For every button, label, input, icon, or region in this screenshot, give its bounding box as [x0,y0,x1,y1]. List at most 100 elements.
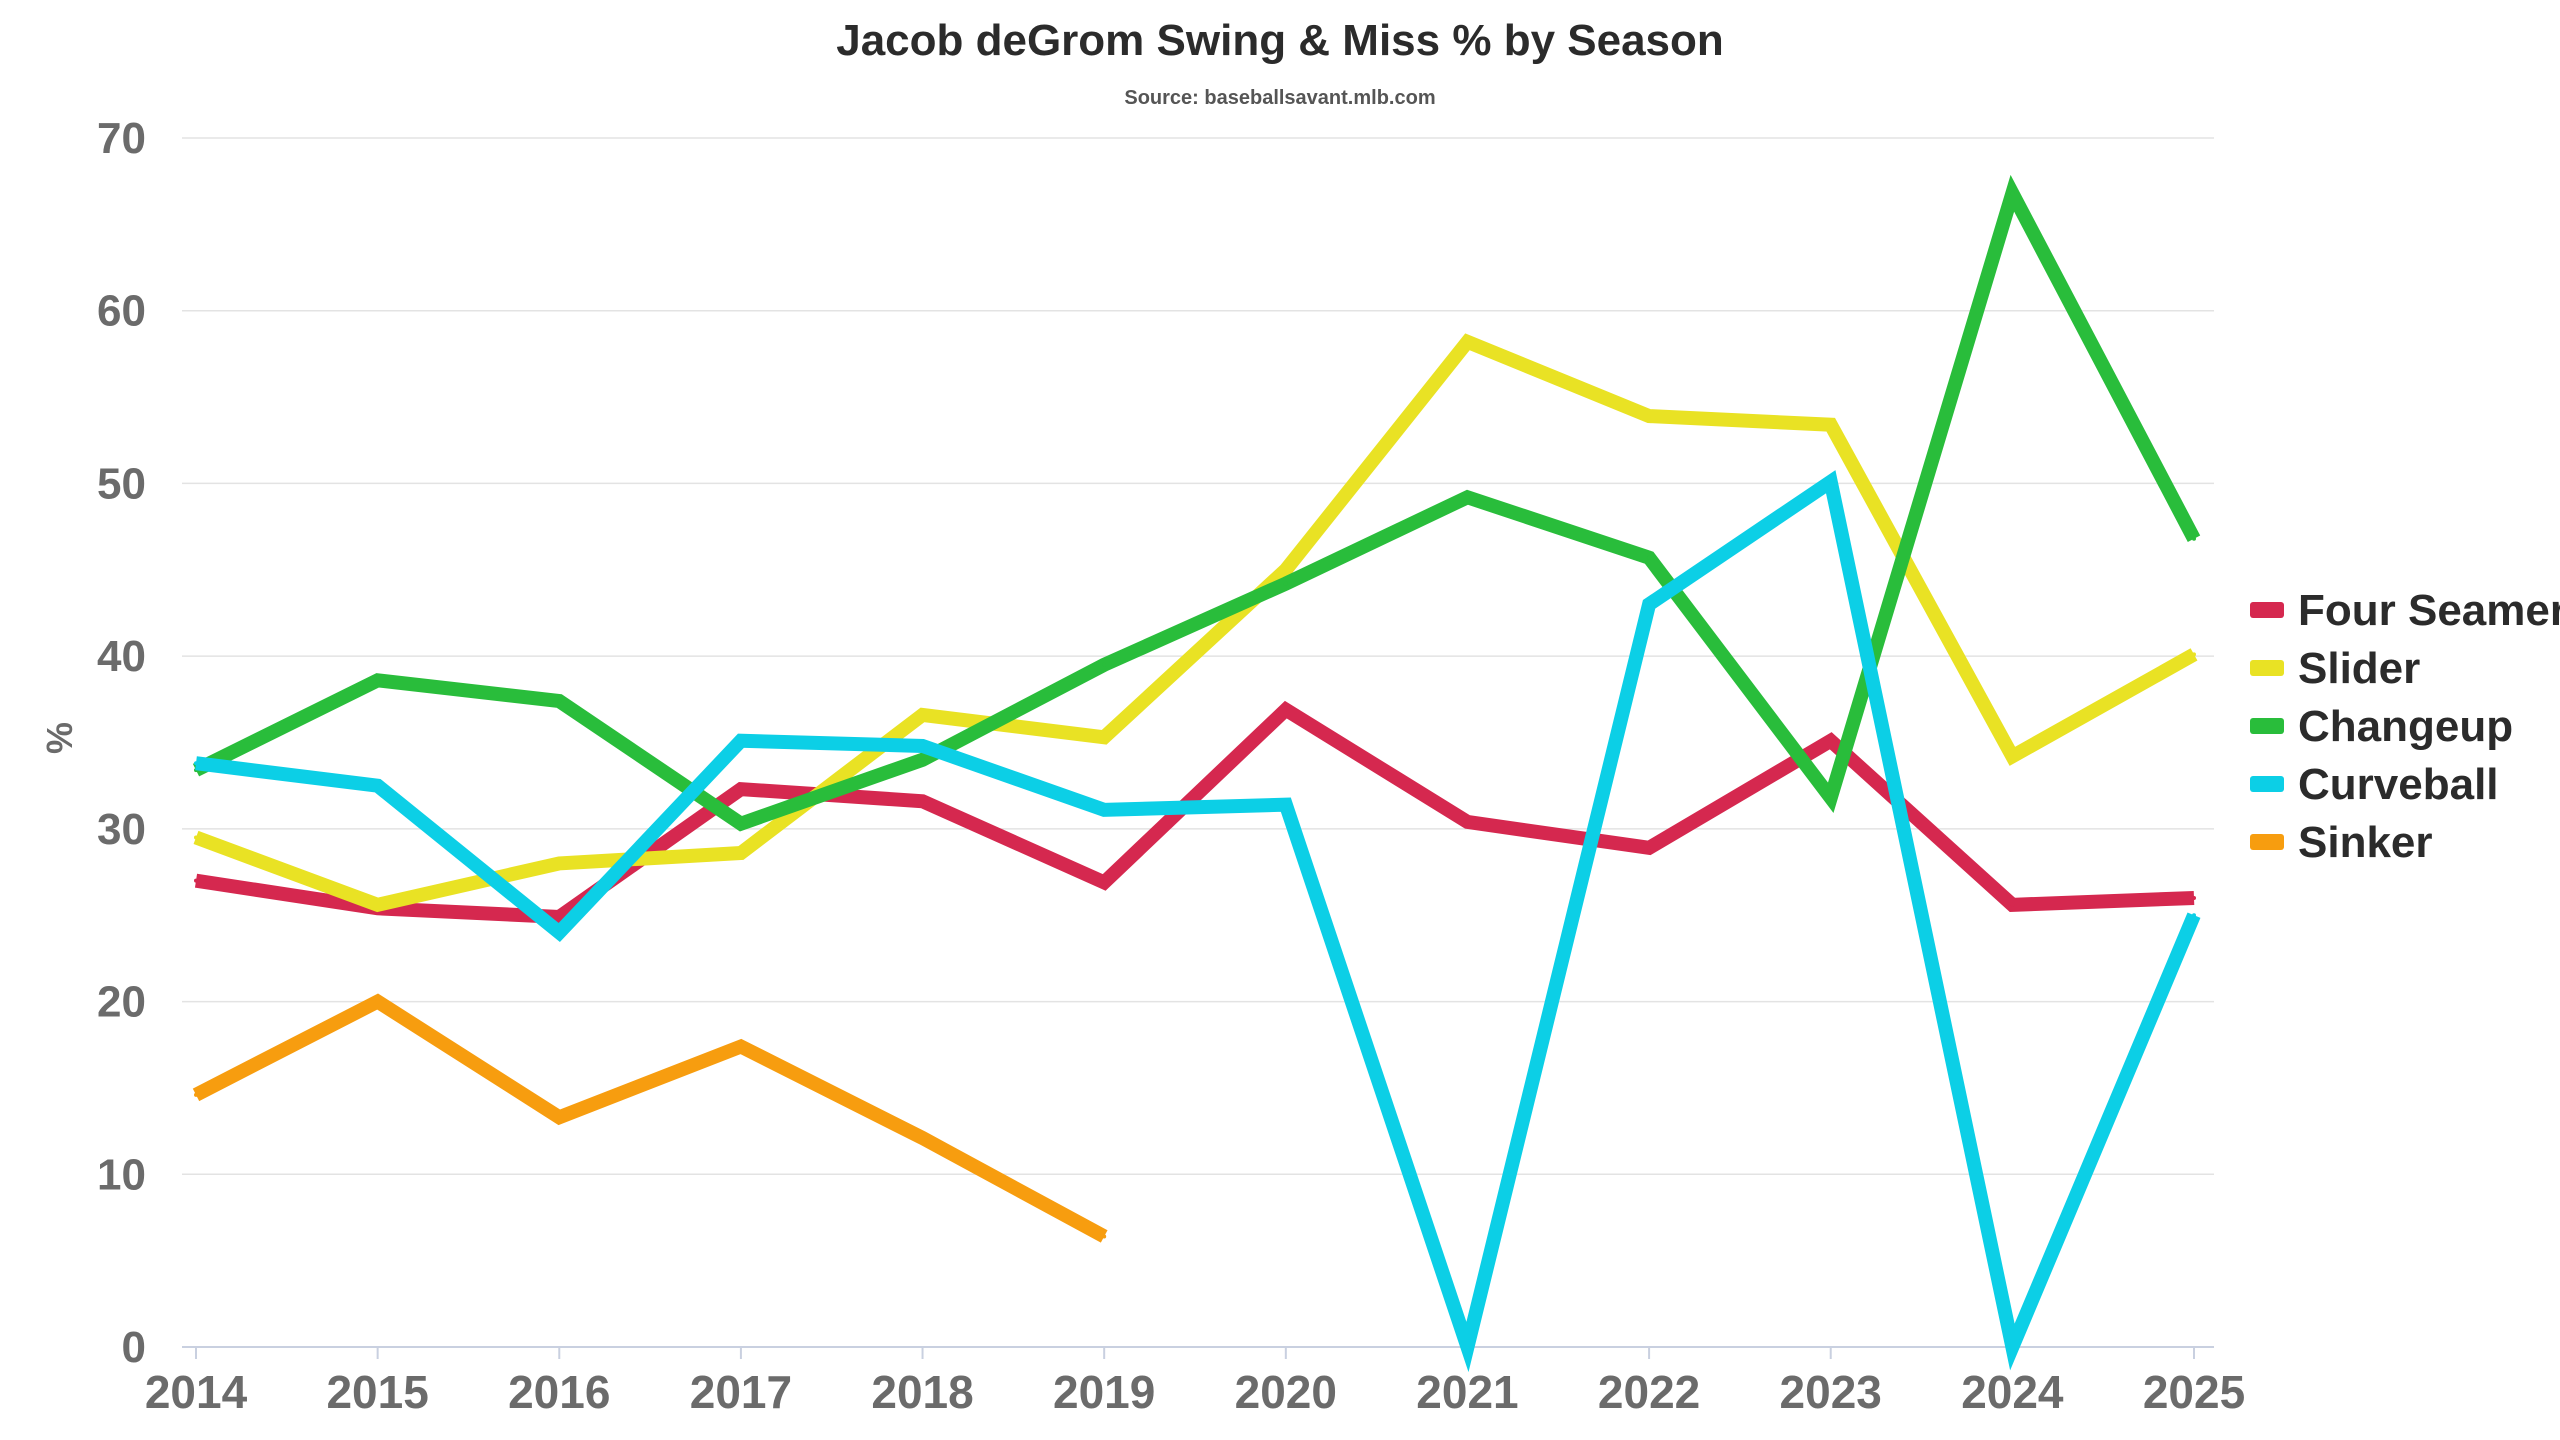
chart-title: Jacob deGrom Swing & Miss % by Season [836,16,1724,65]
series-line [195,470,2201,1373]
data-point [375,902,380,907]
data-point [1102,807,1107,812]
data-point [738,1044,743,1049]
x-tick-label: 2025 [2143,1366,2245,1418]
data-point [1465,819,1470,824]
y-tick-label: 40 [97,632,146,681]
data-point [1102,662,1107,667]
data-point [738,821,743,826]
legend-swatch [2250,602,2284,618]
x-tick-label: 2014 [145,1366,248,1418]
x-tick-label: 2016 [508,1366,610,1418]
data-point [1283,567,1288,572]
data-point [375,783,380,788]
series-sinker [192,993,1108,1243]
data-point [1283,707,1288,712]
data-point [2192,895,2196,900]
x-tick-label: 2022 [1598,1366,1700,1418]
legend-label: Curveball [2298,760,2499,809]
axes: 0 10 20 30 40 50 60 70 2014 2015 2016 2017 2018 2019 2… [97,114,2245,1418]
data-point [194,761,198,766]
legend-label: Four Seamer [2298,586,2560,635]
legend-item: Slider [2250,644,2420,693]
x-tick-label: 2018 [871,1366,973,1418]
data-point [1647,555,1652,560]
data-point [1102,1234,1107,1239]
data-point [1828,479,1833,484]
data-point [194,835,198,840]
data-point [375,678,380,683]
y-tick-label: 20 [97,978,146,1027]
data-point [557,914,562,919]
data-point [2192,536,2196,541]
legend-item: Sinker [2250,818,2433,867]
data-point [2010,754,2015,759]
legend-swatch [2250,660,2284,676]
data-point [194,878,198,883]
series-curveball [194,470,2201,1373]
legend: Four Seamer Slider Changeup Curveball Sinker [2250,586,2560,867]
data-point [557,1115,562,1120]
x-tick-label: 2019 [1053,1366,1155,1418]
data-point [920,712,925,717]
series-slider [193,333,2198,913]
legend-item: Four Seamer [2250,586,2560,635]
x-tick-label: 2024 [1961,1366,2064,1418]
data-point [1283,581,1288,586]
series-changeup [192,174,2201,832]
legend-item: Changeup [2250,702,2513,751]
series-line [192,174,2201,832]
gridlines [182,137,2214,1176]
data-point [738,787,743,792]
data-point [557,930,562,935]
data-point [1828,422,1833,427]
y-tick-label: 70 [97,114,146,163]
y-axis-label: % [39,722,80,754]
data-point [920,743,925,748]
chart-subtitle: Source: baseballsavant.mlb.com [1124,87,1435,109]
data-point [2010,902,2015,907]
series-lines [192,174,2201,1373]
legend-swatch [2250,834,2284,850]
data-point [2010,191,2015,196]
data-point [1102,880,1107,885]
data-point [557,699,562,704]
data-point [920,757,925,762]
data-point [1465,1345,1470,1349]
legend-swatch [2250,776,2284,792]
data-point [1465,339,1470,344]
data-point [738,851,743,856]
x-tick-label: 2015 [326,1366,428,1418]
data-point [1283,802,1288,807]
series-line [192,993,1108,1243]
data-point [557,861,562,866]
data-point [375,999,380,1004]
data-point [1828,738,1833,743]
data-point [1647,602,1652,607]
data-point [738,738,743,743]
data-point [920,1136,925,1141]
x-tick-label: 2020 [1235,1366,1337,1418]
legend-item: Curveball [2250,760,2499,809]
x-tick-label: 2021 [1416,1366,1518,1418]
data-point [1828,795,1833,800]
y-tick-label: 0 [122,1323,146,1372]
y-tick-label: 10 [97,1150,146,1199]
y-tick-label: 30 [97,805,146,854]
data-point [2192,652,2196,657]
x-tick-label: 2023 [1780,1366,1882,1418]
x-tick-label: 2017 [690,1366,792,1418]
data-point [2010,1345,2015,1349]
data-point [2192,913,2196,918]
data-point [1647,414,1652,419]
legend-label: Slider [2298,644,2420,693]
data-point [1102,735,1107,740]
series-line [193,333,2198,913]
legend-swatch [2250,718,2284,734]
legend-label: Sinker [2298,818,2433,867]
y-tick-label: 50 [97,459,146,508]
data-point [1647,845,1652,850]
data-point [194,1092,198,1097]
